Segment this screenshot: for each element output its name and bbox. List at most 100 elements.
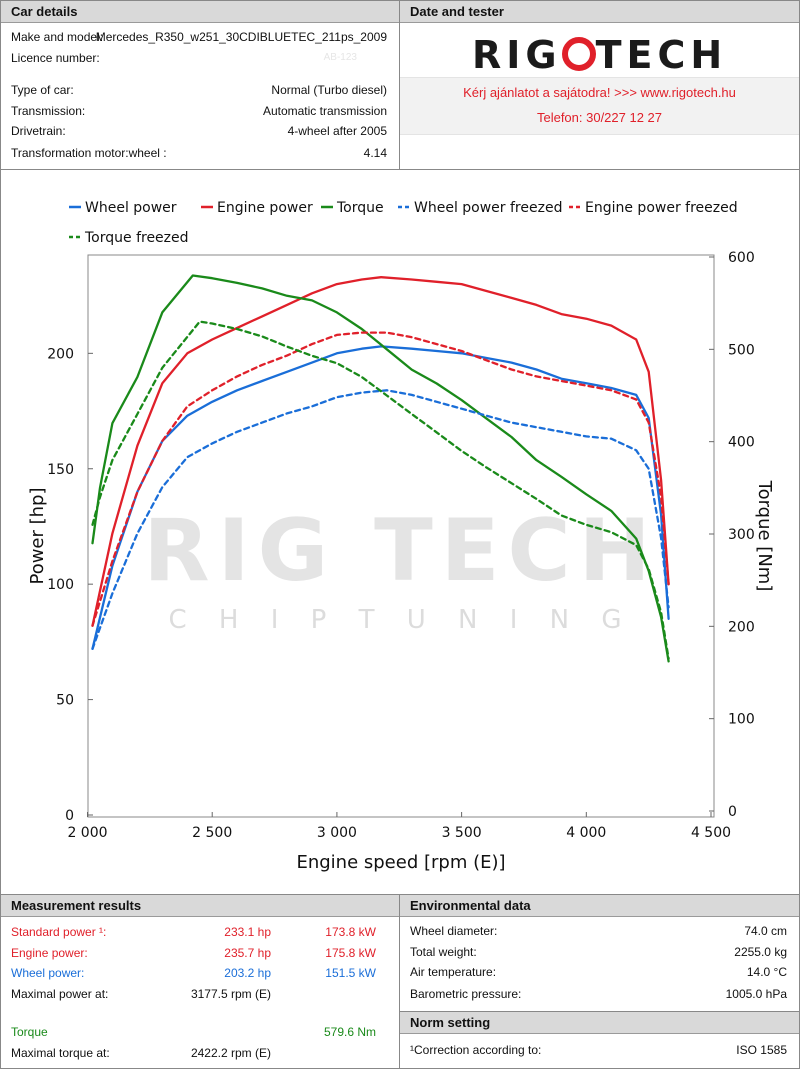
ratio-value: 4.14: [363, 146, 387, 160]
env-row: Barometric pressure: 1005.0 hPa: [410, 986, 787, 1002]
date-tester-panel: Date and tester RIG TECH Kérj ajánlatot a…: [399, 0, 800, 170]
measurement-label: Engine power:: [11, 946, 88, 960]
logo-text-right: TECH: [595, 33, 728, 77]
norm-row: ¹Correction according to: ISO 1585: [410, 1042, 787, 1058]
x-tick-label: 4 500: [691, 825, 731, 841]
axis-ticks: 2 000 2 500 3 000 3 500 4 000 4 500 0 50 100 150 2…: [47, 250, 754, 841]
y2-tick-label: 300: [728, 527, 755, 543]
y-axis-label: Power [hp]: [27, 487, 48, 584]
env-value: 1005.0 hPa: [725, 987, 787, 1001]
legend-label: Engine power: [217, 200, 313, 216]
norm-label: ¹Correction according to:: [410, 1043, 542, 1057]
x-tick-label: 2 000: [67, 825, 107, 841]
watermark-big: RIG TECH: [143, 501, 658, 601]
env-label: Total weight:: [410, 945, 477, 959]
measurement-label: Maximal torque at:: [11, 1046, 110, 1060]
measurement-row: Torque 579.6 Nm: [11, 1024, 391, 1040]
measurement-label: Maximal power at:: [11, 987, 109, 1001]
env-row: Wheel diameter: 74.0 cm: [410, 923, 787, 939]
make-model-value: Mercedes_R350_w251_30CDIBLUETEC_211ps_20…: [95, 30, 387, 44]
car-details-title: Car details: [1, 1, 399, 23]
measurement-value-2: 173.8 kW: [325, 925, 376, 939]
measurement-row: Maximal power at: 3177.5 rpm (E): [11, 986, 391, 1002]
chart-series: [91, 274, 670, 663]
car-details-panel: Car details Make and model: Mercedes_R35…: [0, 0, 400, 170]
licence-row: Licence number: AB-123: [11, 50, 387, 66]
norm-panel: Norm setting ¹Correction according to: I…: [399, 1011, 800, 1069]
type-label: Type of car:: [11, 83, 74, 97]
drivetrain-value: 4-wheel after 2005: [287, 124, 387, 138]
legend-label: Torque freezed: [84, 230, 189, 246]
y2-tick-label: 100: [728, 712, 755, 728]
transmission-value: Automatic transmission: [262, 104, 387, 118]
env-label: Barometric pressure:: [410, 987, 522, 1001]
offer-line[interactable]: Kérj ajánlatot a sajátodra! >>> www.rigo…: [463, 85, 736, 100]
measurement-row: Standard power ¹: 233.1 hp 173.8 kW: [11, 924, 391, 940]
measurement-value-2: 151.5 kW: [325, 966, 376, 980]
phone-line: Telefon: 30/227 12 27: [536, 110, 663, 125]
measurement-row: Wheel power: 203.2 hp 151.5 kW: [11, 965, 391, 981]
x-tick-label: 3 000: [317, 825, 357, 841]
measurement-title: Measurement results: [1, 895, 399, 917]
measurement-value-1: 203.2 hp: [224, 966, 271, 980]
env-value: 74.0 cm: [744, 924, 787, 938]
transmission-row: Transmission: Automatic transmission: [11, 103, 387, 119]
make-model-label: Make and model:: [11, 30, 104, 44]
env-row: Air temperature: 14.0 °C: [410, 964, 787, 980]
measurement-label: Standard power ¹:: [11, 925, 107, 939]
make-model-row: Make and model: Mercedes_R350_w251_30CDI…: [11, 29, 387, 45]
licence-label: Licence number:: [11, 51, 100, 65]
y2-axis-label: Torque [Nm]: [754, 480, 775, 592]
drivetrain-row: Drivetrain: 4-wheel after 2005: [11, 123, 387, 139]
ratio-label: Transformation motor:wheel :: [11, 146, 167, 160]
rigotech-logo: RIG TECH: [472, 33, 727, 77]
measurement-value-1: 235.7 hp: [224, 946, 271, 960]
legend-label: Torque: [336, 200, 384, 216]
y2-tick-label: 400: [728, 435, 755, 451]
x-tick-label: 4 000: [566, 825, 606, 841]
chart-legend: Wheel power Engine power Torque Wheel power…: [69, 200, 738, 246]
y2-tick-label: 200: [728, 619, 755, 635]
env-value: 14.0 °C: [746, 965, 787, 979]
env-value: 2255.0 kg: [734, 945, 787, 959]
type-row: Type of car: Normal (Turbo diesel): [11, 82, 387, 98]
measurement-value-1: 2422.2 rpm (E): [190, 1046, 271, 1060]
series-torque-freezed: [91, 320, 670, 660]
measurement-label: Wheel power:: [11, 966, 85, 980]
measurement-value-2: 175.8 kW: [325, 946, 376, 960]
legend-label: Wheel power freezed: [414, 200, 562, 216]
y2-tick-label: 0: [728, 804, 737, 820]
measurement-row: Maximal torque at: 2422.2 rpm (E): [11, 1045, 391, 1061]
measurement-row: Engine power: 235.7 hp 175.8 kW: [11, 945, 391, 961]
norm-value: ISO 1585: [736, 1043, 787, 1057]
y-tick-label: 0: [65, 808, 74, 824]
x-axis-label: Engine speed [rpm (E)]: [296, 852, 505, 873]
type-value: Normal (Turbo diesel): [271, 83, 387, 97]
watermark: RIG TECH C H I P T U N I N G: [143, 501, 658, 635]
legend-label: Wheel power: [85, 200, 177, 216]
measurement-value-1: 233.1 hp: [224, 925, 271, 939]
transmission-label: Transmission:: [11, 104, 86, 118]
y2-tick-label: 500: [728, 342, 755, 358]
norm-title: Norm setting: [400, 1012, 799, 1034]
measurement-label: Torque: [11, 1025, 48, 1039]
chart-svg: Wheel power Engine power Torque Wheel power…: [27, 200, 775, 873]
series-engine-power-freezed: [91, 331, 670, 627]
y-tick-label: 200: [47, 346, 74, 362]
environment-panel: Environmental data Wheel diameter: 74.0 …: [399, 894, 800, 1012]
logo-ring-icon: [561, 37, 596, 71]
watermark-small: C H I P T U N I N G: [168, 605, 633, 635]
legend-label: Engine power freezed: [585, 200, 738, 216]
measurement-value-1: 3177.5 rpm (E): [190, 987, 271, 1001]
logo-text-left: RIG: [472, 33, 562, 77]
series-engine-power: [91, 276, 670, 627]
date-tester-title: Date and tester: [400, 1, 799, 23]
env-row: Total weight: 2255.0 kg: [410, 944, 787, 960]
env-label: Wheel diameter:: [410, 924, 498, 938]
y-tick-label: 50: [56, 693, 74, 709]
series-wheel-power: [91, 345, 670, 650]
x-tick-label: 3 500: [442, 825, 482, 841]
y2-tick-label: 600: [728, 250, 755, 266]
drivetrain-label: Drivetrain:: [11, 124, 66, 138]
env-label: Air temperature:: [410, 965, 497, 979]
